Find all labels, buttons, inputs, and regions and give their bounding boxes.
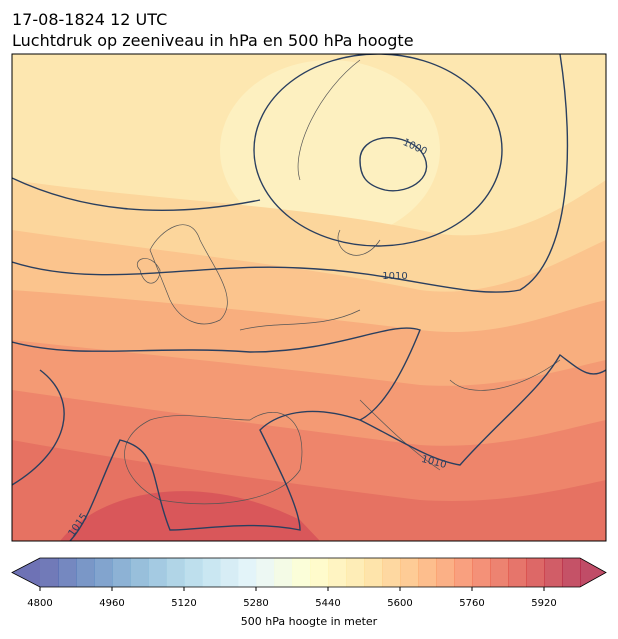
colorbar-segment bbox=[94, 558, 113, 587]
colorbar-segment bbox=[562, 558, 581, 587]
isobar bbox=[12, 177, 261, 212]
isobar bbox=[12, 54, 569, 293]
colorbar-segment bbox=[202, 558, 221, 587]
colorbar-segment bbox=[76, 558, 95, 587]
colorbar-segment bbox=[436, 558, 455, 587]
colorbar-segment bbox=[454, 558, 473, 587]
colorbar-tick-label: 5120 bbox=[171, 598, 196, 609]
colorbar-segment bbox=[418, 558, 437, 587]
title: 17-08-1824 12 UTC bbox=[12, 10, 167, 29]
colorbar-segment bbox=[328, 558, 347, 587]
height-band bbox=[220, 60, 440, 240]
colorbar-segment bbox=[508, 558, 527, 587]
colorbar-extend bbox=[580, 558, 606, 587]
colorbar-segment bbox=[130, 558, 149, 587]
contour-label: 1010 bbox=[382, 271, 407, 282]
colorbar-outline bbox=[11, 557, 607, 588]
colorbar-tick-label: 5600 bbox=[387, 598, 412, 609]
colorbar-segment bbox=[58, 558, 77, 587]
colorbar-segment bbox=[310, 558, 329, 587]
colorbar-segment bbox=[40, 558, 59, 587]
colorbar-segment bbox=[364, 558, 383, 587]
colorbar-extend bbox=[12, 558, 40, 587]
colorbar-segment bbox=[184, 558, 203, 587]
colorbar-segment bbox=[166, 558, 185, 587]
colorbar-tick-label: 4960 bbox=[99, 598, 124, 609]
colorbar-segment bbox=[544, 558, 563, 587]
colorbar: 4800 4960 5120 5280 5440 5600 5760 5920 bbox=[11, 557, 607, 609]
colorbar-tick-label: 5920 bbox=[531, 598, 556, 609]
colorbar-segment bbox=[238, 558, 257, 587]
height-band bbox=[60, 491, 320, 541]
subtitle: Luchtdruk op zeeniveau in hPa en 500 hPa… bbox=[12, 31, 414, 50]
colorbar-segment bbox=[292, 558, 311, 587]
colorbar-segment bbox=[256, 558, 275, 587]
colorbar-segment bbox=[472, 558, 491, 587]
colorbar-segment bbox=[400, 558, 419, 587]
colorbar-segment bbox=[382, 558, 401, 587]
isobar bbox=[253, 54, 503, 247]
isobar bbox=[12, 327, 421, 541]
isobar bbox=[12, 369, 65, 486]
isobar bbox=[359, 353, 606, 466]
colorbar-tick-label: 4800 bbox=[27, 598, 52, 609]
map bbox=[12, 54, 606, 541]
colorbar-tick-label: 5440 bbox=[315, 598, 340, 609]
isobar bbox=[359, 136, 428, 192]
colorbar-segment bbox=[274, 558, 293, 587]
colorbar-segment bbox=[220, 558, 239, 587]
colorbar-label: 500 hPa hoogte in meter bbox=[241, 615, 378, 628]
colorbar-segment bbox=[346, 558, 365, 587]
colorbar-segment bbox=[526, 558, 545, 587]
isobars bbox=[12, 54, 606, 541]
colorbar-segment bbox=[490, 558, 509, 587]
colorbar-segment bbox=[112, 558, 131, 587]
colorbar-tick-label: 5760 bbox=[459, 598, 484, 609]
colorbar-segment bbox=[148, 558, 167, 587]
map-frame bbox=[11, 53, 607, 542]
colorbar-tick-label: 5280 bbox=[243, 598, 268, 609]
